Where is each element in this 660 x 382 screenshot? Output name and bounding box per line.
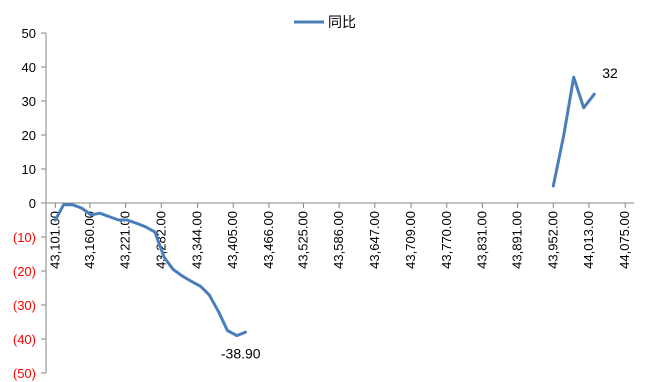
series-lines bbox=[53, 75, 596, 338]
y-tick-label: 10 bbox=[22, 162, 36, 177]
x-tick-label: 44,075.00 bbox=[617, 211, 632, 269]
x-tick-label: 43,221.00 bbox=[118, 211, 133, 269]
y-tick-label: (50) bbox=[13, 366, 36, 381]
legend: 同比 bbox=[294, 14, 356, 30]
axes bbox=[41, 32, 634, 374]
y-tick-label: (40) bbox=[13, 332, 36, 347]
y-tick-label: 20 bbox=[22, 128, 36, 143]
y-tick-label: (10) bbox=[13, 230, 36, 245]
data-label: -38.90 bbox=[221, 345, 261, 361]
y-tick-label: (30) bbox=[13, 298, 36, 313]
x-tick-label: 44,013.00 bbox=[581, 211, 596, 269]
y-axis-labels: 50 40 30 20 10 0 (10) (20) (30) (40) (50) bbox=[13, 26, 36, 381]
data-labels: -38.90 32 bbox=[221, 65, 618, 361]
x-axis-labels: 43,101.00 43,160.00 43,221.00 43,282.00 43,3… bbox=[47, 211, 632, 269]
x-tick-label: 43,709.00 bbox=[403, 211, 418, 269]
y-tick-label: (20) bbox=[13, 264, 36, 279]
x-tick-label: 43,891.00 bbox=[510, 211, 525, 269]
y-tick-label: 30 bbox=[22, 94, 36, 109]
data-label: 32 bbox=[602, 65, 618, 81]
x-tick-label: 43,525.00 bbox=[295, 211, 310, 269]
x-tick-label: 43,344.00 bbox=[190, 211, 205, 269]
x-tick-label: 43,647.00 bbox=[367, 211, 382, 269]
series-line-segment bbox=[53, 203, 247, 338]
x-tick-label: 43,101.00 bbox=[47, 211, 62, 269]
y-tick-label: 40 bbox=[22, 60, 36, 75]
x-tick-label: 43,770.00 bbox=[439, 211, 454, 269]
y-tick-label: 50 bbox=[22, 26, 36, 41]
x-tick-label: 43,160.00 bbox=[82, 211, 97, 269]
x-tick-label: 43,952.00 bbox=[545, 211, 560, 269]
x-tick-label: 43,831.00 bbox=[474, 211, 489, 269]
x-tick-label: 43,586.00 bbox=[331, 211, 346, 269]
y-tick-label: 0 bbox=[29, 196, 36, 211]
legend-label: 同比 bbox=[328, 14, 356, 30]
x-tick-label: 43,466.00 bbox=[261, 211, 276, 269]
series-line-segment bbox=[551, 75, 596, 188]
x-tick-label: 43,405.00 bbox=[225, 211, 240, 269]
